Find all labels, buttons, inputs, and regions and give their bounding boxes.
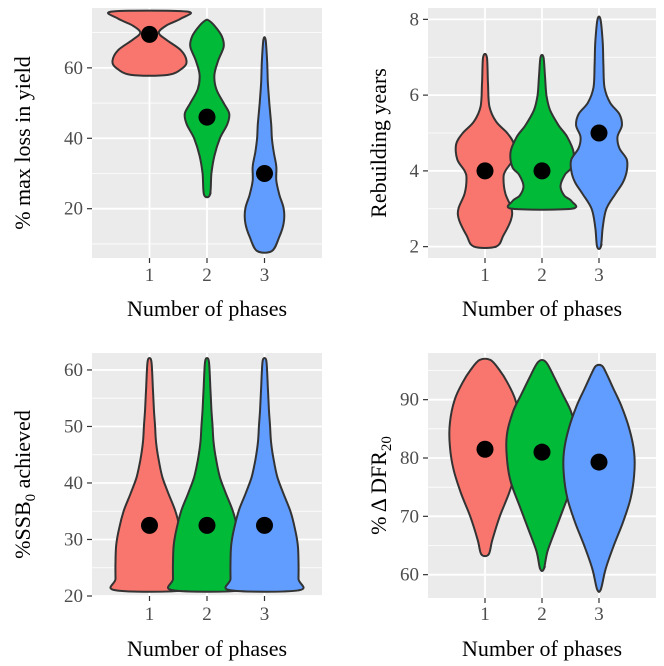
x-tick-label: 3 [260,265,270,286]
y-tick-label: 70 [400,506,419,527]
y-axis-title: % Δ DFR20 [366,436,395,535]
median-point [256,516,273,534]
median-point [141,25,158,43]
median-point [533,162,551,180]
x-axis-title: Number of phases [127,636,287,661]
median-point [590,453,608,471]
median-point [590,124,608,142]
x-tick-label: 2 [537,604,547,625]
x-tick-label: 2 [537,265,547,286]
median-point [533,443,551,461]
x-tick-label: 3 [594,265,604,286]
y-axis-title: %SSB0 achieved [10,410,39,559]
x-axis-title: Number of phases [127,296,287,321]
violin-1 [454,52,516,250]
y-tick-label: 30 [64,529,83,550]
y-tick-label: 8 [410,9,420,30]
y-tick-label: 60 [64,360,83,381]
y-tick-label: 50 [64,416,83,437]
median-point [256,164,273,182]
y-tick-label: 6 [410,85,420,106]
x-tick-label: 3 [260,604,270,625]
violin-1 [109,356,190,593]
violin-1 [107,9,192,77]
median-point [198,516,216,534]
x-axis-title: Number of phases [462,636,622,661]
chart-panel-2: 2 4 6 8 1 2 3 Number of phases Rebuilding years [366,8,656,321]
violin-2 [167,356,248,593]
median-point [141,516,158,534]
chart-panel-4: 60 70 80 90 1 2 3 Number of phases % Δ DFR20 [366,353,656,661]
y-tick-label: 20 [64,586,83,607]
violin-3 [224,356,305,593]
x-axis-title: Number of phases [462,296,622,321]
y-axis-title: Rebuilding years [366,68,391,218]
violin-2 [506,53,578,211]
x-tick-label: 1 [480,604,490,625]
y-tick-label: 90 [400,390,419,411]
y-tick-label: 2 [410,237,420,258]
x-tick-label: 3 [594,604,604,625]
y-tick-label: 40 [64,473,83,494]
x-tick-label: 1 [480,265,490,286]
y-axis-title: % max loss in yield [10,56,35,230]
y-tick-label: 60 [64,58,83,79]
x-tick-label: 2 [202,265,212,286]
violin-3 [562,363,636,593]
median-point [476,440,494,458]
median-point [198,108,216,126]
chart-panel-3: 20 30 40 50 60 1 2 3 Number of phases %SSB0 achie… [10,353,322,661]
x-tick-label: 1 [145,604,155,625]
violin-3 [243,36,286,254]
y-tick-label: 80 [400,448,419,469]
x-tick-label: 2 [202,604,212,625]
x-tick-label: 1 [145,265,155,286]
violin-2 [183,18,231,199]
y-tick-label: 60 [400,565,419,586]
y-tick-label: 40 [64,128,83,149]
y-tick-label: 4 [410,161,420,182]
median-point [476,162,494,180]
chart-panel-1: 20 40 60 1 2 3 Number of phases % max loss in y… [10,8,322,321]
y-tick-label: 20 [64,199,83,220]
